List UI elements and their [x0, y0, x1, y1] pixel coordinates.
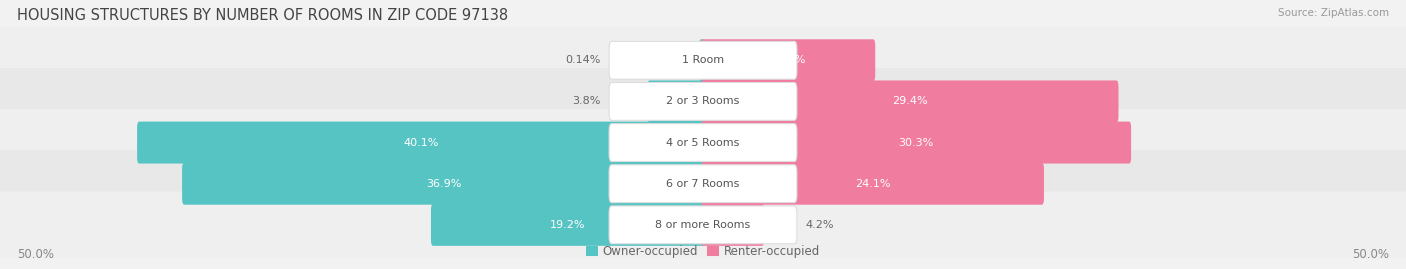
FancyBboxPatch shape [0, 150, 1406, 217]
FancyBboxPatch shape [183, 163, 704, 205]
Text: 4.2%: 4.2% [806, 220, 834, 230]
Text: 40.1%: 40.1% [404, 137, 439, 148]
Text: 8 or more Rooms: 8 or more Rooms [655, 220, 751, 230]
Text: HOUSING STRUCTURES BY NUMBER OF ROOMS IN ZIP CODE 97138: HOUSING STRUCTURES BY NUMBER OF ROOMS IN… [17, 8, 508, 23]
FancyBboxPatch shape [700, 39, 875, 81]
FancyBboxPatch shape [609, 83, 797, 120]
FancyBboxPatch shape [0, 68, 1406, 135]
Text: 50.0%: 50.0% [17, 248, 53, 261]
FancyBboxPatch shape [700, 163, 1043, 205]
Text: 29.4%: 29.4% [891, 96, 928, 107]
Text: 36.9%: 36.9% [426, 179, 461, 189]
FancyBboxPatch shape [700, 204, 765, 246]
Text: 24.1%: 24.1% [855, 179, 890, 189]
FancyBboxPatch shape [432, 204, 706, 246]
Text: 6 or 7 Rooms: 6 or 7 Rooms [666, 179, 740, 189]
FancyBboxPatch shape [609, 41, 797, 79]
FancyBboxPatch shape [0, 192, 1406, 258]
FancyBboxPatch shape [609, 124, 797, 161]
Text: 19.2%: 19.2% [550, 220, 586, 230]
Text: 3.8%: 3.8% [572, 96, 600, 107]
Text: 12.1%: 12.1% [770, 55, 806, 65]
Text: 2 or 3 Rooms: 2 or 3 Rooms [666, 96, 740, 107]
FancyBboxPatch shape [138, 122, 704, 164]
Text: 0.14%: 0.14% [565, 55, 600, 65]
Text: Source: ZipAtlas.com: Source: ZipAtlas.com [1278, 8, 1389, 18]
FancyBboxPatch shape [0, 27, 1406, 94]
FancyBboxPatch shape [609, 165, 797, 203]
Text: 50.0%: 50.0% [1353, 248, 1389, 261]
FancyBboxPatch shape [699, 39, 706, 81]
Text: 1 Room: 1 Room [682, 55, 724, 65]
FancyBboxPatch shape [647, 80, 706, 122]
FancyBboxPatch shape [700, 122, 1130, 164]
Text: 4 or 5 Rooms: 4 or 5 Rooms [666, 137, 740, 148]
FancyBboxPatch shape [0, 109, 1406, 176]
Legend: Owner-occupied, Renter-occupied: Owner-occupied, Renter-occupied [581, 241, 825, 263]
FancyBboxPatch shape [609, 206, 797, 244]
FancyBboxPatch shape [700, 80, 1119, 122]
Text: 30.3%: 30.3% [898, 137, 934, 148]
